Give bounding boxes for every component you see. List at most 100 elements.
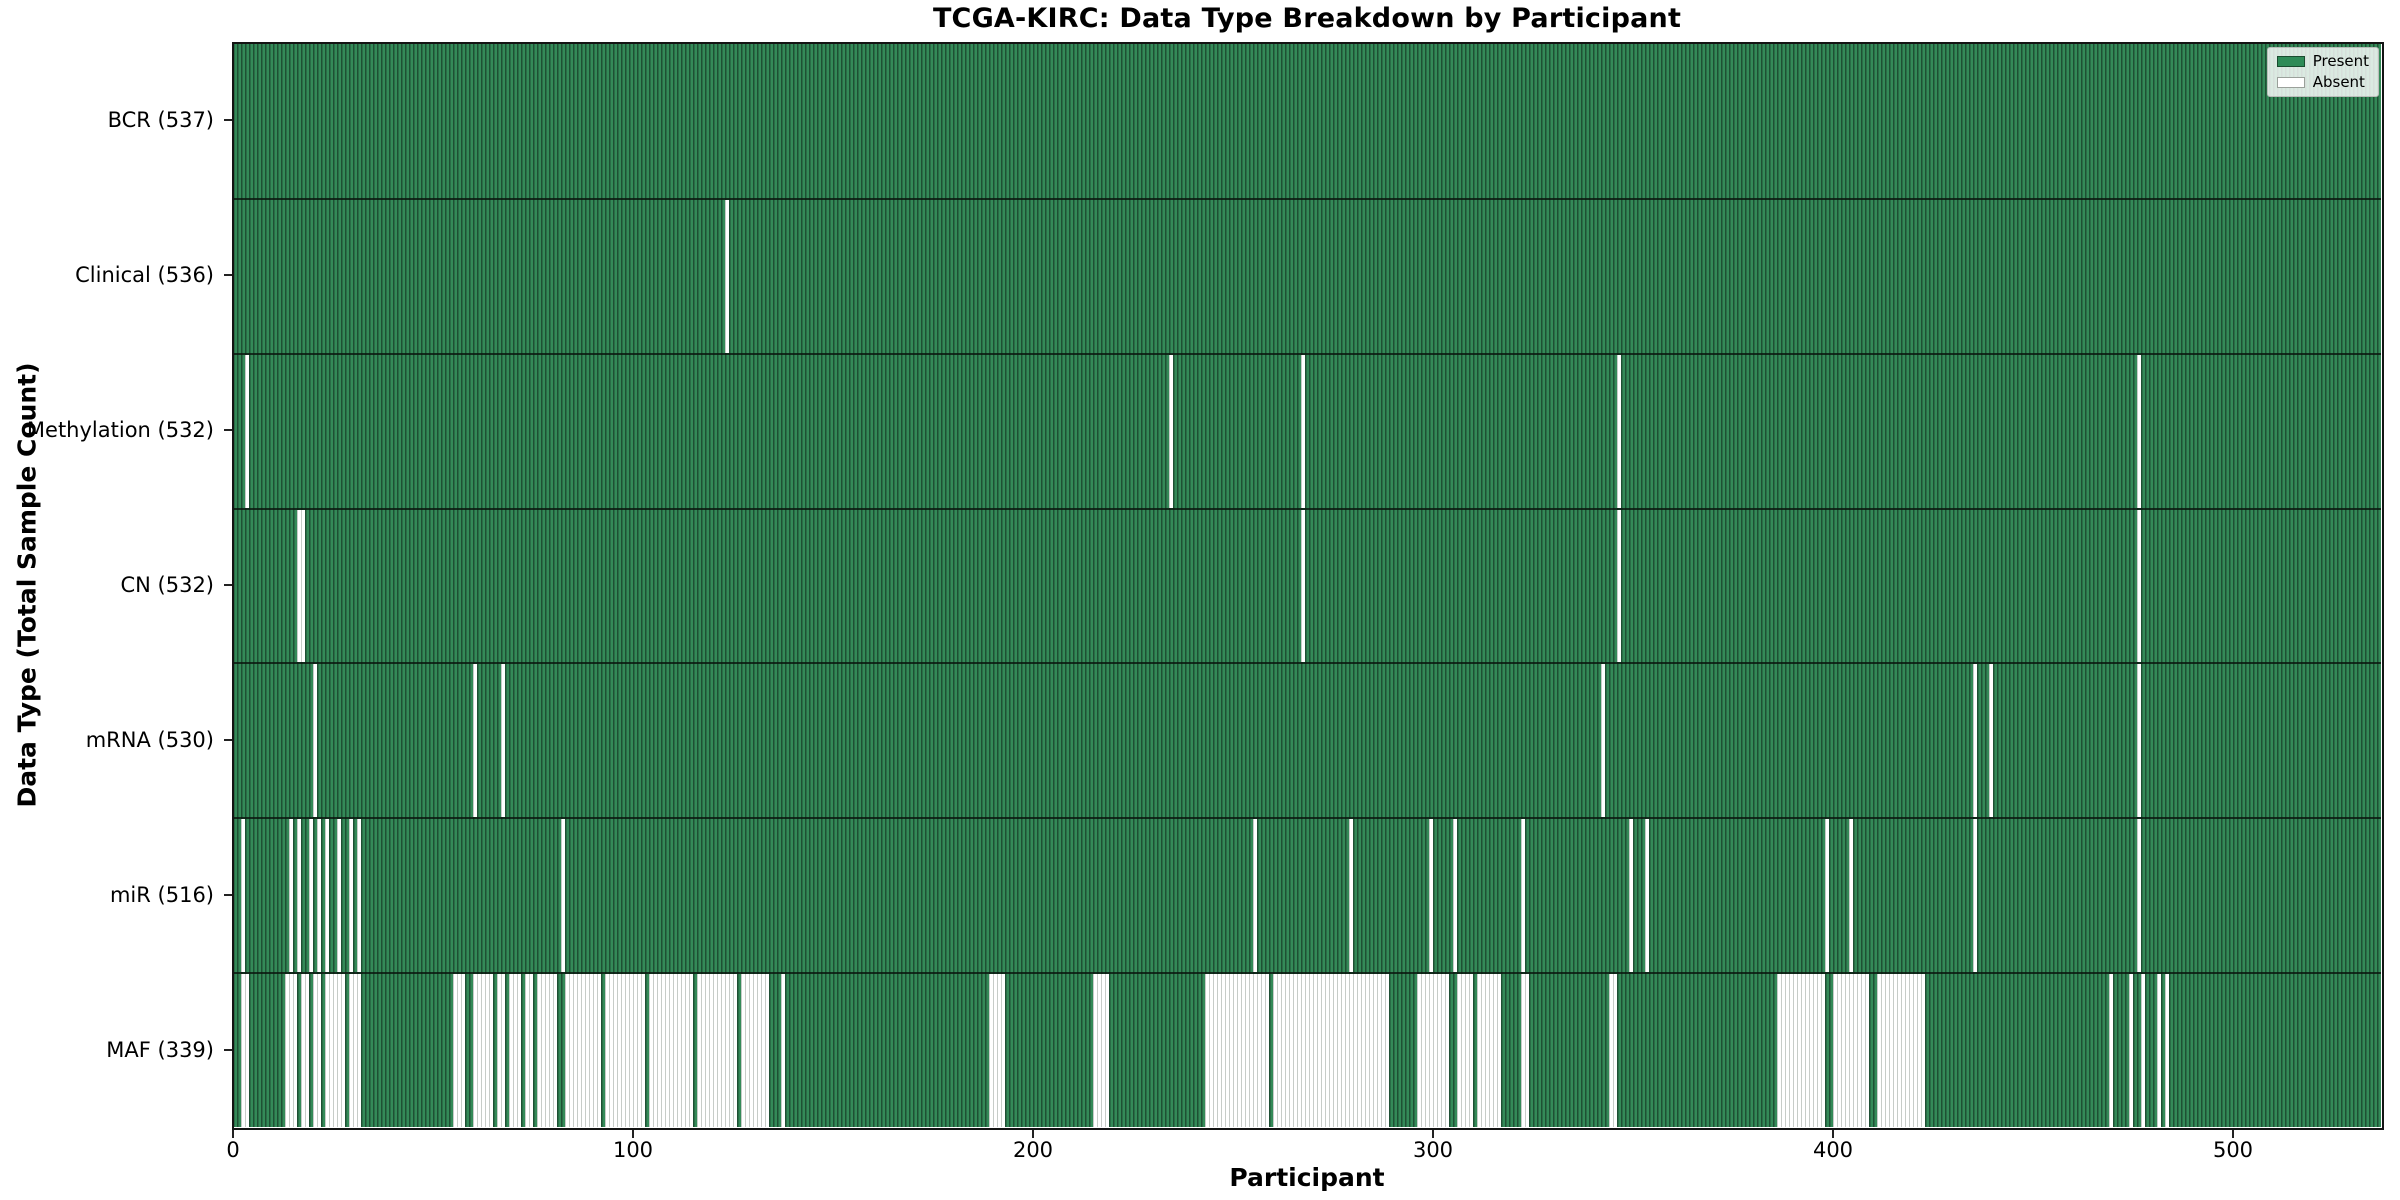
absent-segment-maf	[1521, 974, 1529, 1127]
x-tick-label-300: 300	[1412, 1138, 1454, 1162]
y-tick-label-mir: miR (516)	[109, 882, 214, 907]
row-maf	[233, 972, 2381, 1127]
x-tick-mark	[632, 1129, 634, 1138]
row-mir	[233, 817, 2381, 973]
x-tick-mark	[232, 1129, 234, 1138]
x-axis-label: Participant	[1229, 1163, 1385, 1192]
y-tick-mark	[224, 1048, 233, 1051]
absent-segment-maf	[509, 974, 521, 1127]
absent-segment-clinical	[725, 199, 729, 353]
y-tick-label-clinical: Clinical (536)	[75, 263, 214, 288]
absent-segment-cn	[1301, 509, 1305, 663]
y-tick-label-maf: MAF (339)	[106, 1037, 214, 1062]
absent-segment-maf	[2165, 974, 2169, 1127]
x-tick-label-0: 0	[226, 1138, 240, 1162]
y-tick-label-bcr: BCR (537)	[107, 108, 214, 133]
y-tick-label-cn: CN (532)	[120, 573, 214, 597]
legend-swatch-absent	[2276, 77, 2305, 88]
absent-segment-maf	[285, 974, 297, 1127]
absent-segment-mir	[1645, 819, 1649, 973]
absent-segment-mir	[1521, 819, 1525, 973]
absent-segment-mir	[317, 819, 321, 973]
absent-segment-methylation	[1617, 354, 1621, 508]
absent-segment-maf	[325, 974, 345, 1127]
y-tick-mark	[224, 738, 233, 741]
absent-segment-mir	[297, 819, 301, 973]
x-tick-mark	[1432, 1129, 1434, 1138]
absent-segment-maf	[1477, 974, 1501, 1127]
legend-entry-present: Present	[2276, 52, 2369, 70]
absent-segment-maf	[2109, 974, 2113, 1127]
absent-segment-maf	[605, 974, 645, 1127]
plot-area	[233, 43, 2381, 1127]
absent-segment-maf	[349, 974, 361, 1127]
absent-segment-mir	[1629, 819, 1633, 973]
absent-segment-maf	[1877, 974, 1925, 1127]
absent-segment-mir	[1453, 819, 1457, 973]
absent-segment-methylation	[1169, 354, 1173, 508]
absent-segment-mir	[1825, 819, 1829, 973]
absent-segment-maf	[1205, 974, 1269, 1127]
absent-segment-maf	[473, 974, 493, 1127]
row-cn	[233, 507, 2381, 663]
absent-segment-mir	[349, 819, 353, 973]
legend-entry-absent: Absent	[2276, 73, 2369, 91]
x-tick-label-100: 100	[612, 1138, 654, 1162]
absent-segment-maf	[1417, 974, 1449, 1127]
absent-segment-maf	[453, 974, 465, 1127]
absent-segment-mir	[325, 819, 329, 973]
absent-segment-mrna	[1973, 664, 1977, 818]
absent-segment-mrna	[2137, 664, 2141, 818]
legend-label-present: Present	[2312, 52, 2369, 70]
row-clinical	[233, 197, 2381, 353]
absent-segment-maf	[537, 974, 557, 1127]
y-tick-mark	[224, 584, 233, 586]
absent-segment-maf	[1457, 974, 1473, 1127]
legend: Present Absent	[2266, 47, 2379, 97]
x-tick-mark	[1832, 1129, 1834, 1138]
absent-segment-mir	[357, 819, 361, 973]
absent-segment-maf	[2129, 974, 2133, 1127]
absent-segment-methylation	[1301, 354, 1305, 508]
legend-label-absent: Absent	[2312, 73, 2365, 91]
absent-segment-maf	[1273, 974, 1389, 1127]
y-tick-label-mrna: mRNA (530)	[85, 727, 214, 752]
absent-segment-mir	[561, 819, 565, 973]
x-tick-label-400: 400	[1812, 1138, 1854, 1162]
absent-segment-cn	[297, 509, 305, 663]
absent-segment-mir	[1973, 819, 1977, 973]
legend-swatch-present	[2276, 56, 2305, 67]
absent-segment-mir	[1849, 819, 1853, 973]
absent-segment-maf	[1093, 974, 1109, 1127]
absent-segment-mir	[1429, 819, 1433, 973]
absent-segment-methylation	[245, 354, 249, 508]
absent-segment-maf	[2157, 974, 2161, 1127]
row-bcr	[233, 43, 2381, 198]
absent-segment-mir	[309, 819, 313, 973]
absent-segment-cn	[1617, 509, 1621, 663]
x-tick-mark	[1032, 1129, 1034, 1138]
absent-segment-mrna	[313, 664, 317, 818]
absent-segment-mir	[289, 819, 293, 973]
absent-segment-maf	[989, 974, 1005, 1127]
absent-segment-maf	[301, 974, 309, 1127]
absent-segment-mir	[2137, 819, 2141, 973]
absent-segment-maf	[313, 974, 321, 1127]
absent-segment-mir	[241, 819, 245, 973]
absent-segment-maf	[1833, 974, 1869, 1127]
y-tick-mark	[224, 429, 233, 432]
absent-segment-maf	[525, 974, 533, 1127]
absent-segment-maf	[1609, 974, 1617, 1127]
absent-segment-maf	[649, 974, 693, 1127]
absent-segment-maf	[565, 974, 601, 1127]
y-tick-mark	[224, 119, 233, 122]
absent-segment-maf	[497, 974, 505, 1127]
row-mrna	[233, 662, 2381, 818]
absent-segment-maf	[1777, 974, 1825, 1127]
absent-segment-maf	[241, 974, 249, 1127]
absent-segment-maf	[781, 974, 785, 1127]
absent-segment-mrna	[1989, 664, 1993, 818]
chart-title: TCGA-KIRC: Data Type Breakdown by Partic…	[932, 3, 1682, 34]
absent-segment-cn	[2137, 509, 2141, 663]
absent-segment-maf	[741, 974, 769, 1127]
